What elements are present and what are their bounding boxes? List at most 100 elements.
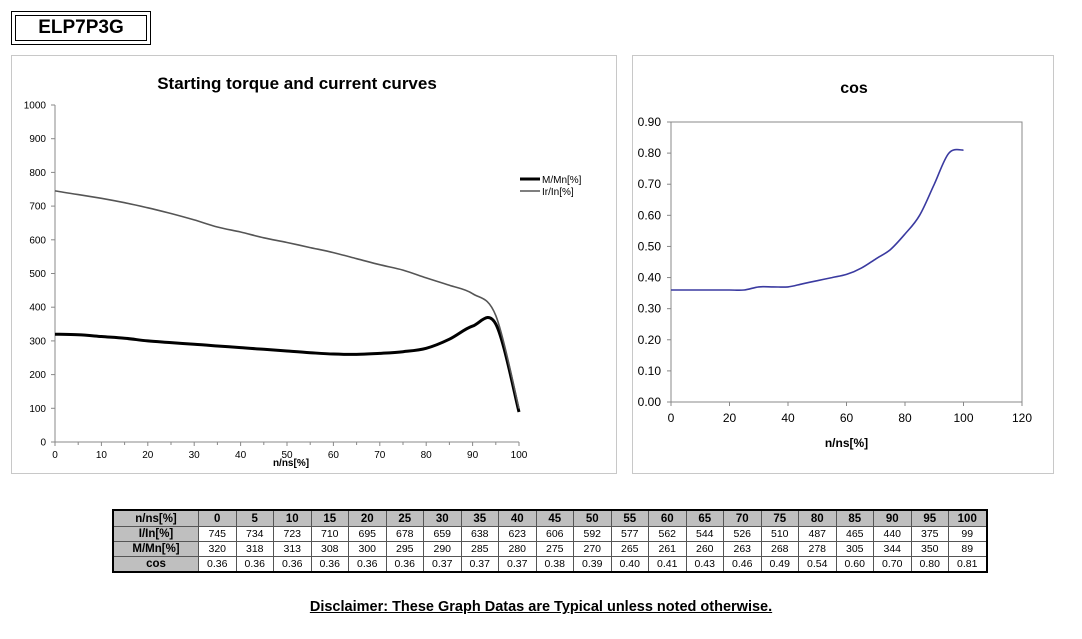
table-cell: 263 (723, 541, 762, 557)
data-table: n/ns[%] 0 5 10 15 20 25 30 35 40 45 50 55 60 65 70 75 80 8… (112, 509, 988, 573)
table-cell: 270 (573, 541, 612, 557)
x-tick-label: 60 (840, 411, 854, 425)
table-cell: 734 (235, 526, 274, 542)
table-cell: 275 (535, 541, 574, 557)
table-cell: 261 (648, 541, 687, 557)
table-cell: 0.43 (685, 556, 724, 573)
table-cell: 344 (873, 541, 912, 557)
x-tick-label: 20 (723, 411, 737, 425)
x-tick-label: 90 (467, 450, 479, 461)
table-header-label: n/ns[%] (112, 509, 199, 527)
table-header-cell: 45 (535, 509, 574, 527)
y-tick-label: 800 (29, 168, 46, 179)
table-header-cell: 30 (423, 509, 462, 527)
table-cell: 577 (610, 526, 649, 542)
x-axis-label: n/ns[%] (825, 436, 868, 450)
table-header-cell: 75 (760, 509, 799, 527)
table-cell: 320 (198, 541, 237, 557)
x-tick-label: 0 (52, 450, 58, 461)
model-title: ELP7P3G (11, 11, 151, 45)
x-tick-label: 0 (668, 411, 675, 425)
y-tick-label: 0.00 (638, 395, 662, 409)
table-row: cos 0.36 0.36 0.36 0.36 0.36 0.36 0.37 0.37 0.37 0… (112, 556, 987, 573)
table-cell: 0.81 (948, 556, 987, 573)
table-cell: 285 (460, 541, 499, 557)
table-cell: 659 (423, 526, 462, 542)
cos-chart-panel: cos 0.00 0.10 0.20 0.30 0.40 0.50 0.60 0.70 0.80 0… (632, 55, 1054, 474)
table-cell: 0.38 (535, 556, 574, 573)
table-cell: 0.37 (423, 556, 462, 573)
table-header-cell: 35 (460, 509, 499, 527)
table-cell: 0.36 (385, 556, 424, 573)
table-cell: 278 (798, 541, 837, 557)
table-header-cell: 70 (723, 509, 762, 527)
table-row-label: cos (112, 556, 199, 573)
table-cell: 710 (310, 526, 349, 542)
table-cell: 723 (273, 526, 312, 542)
y-tick-label: 1000 (24, 101, 47, 112)
x-tick-label: 50 (281, 450, 293, 461)
legend-label: Ir/In[%] (542, 187, 574, 198)
x-tick-label: 40 (235, 450, 247, 461)
table-cell: 0.80 (910, 556, 949, 573)
table-header-cell: 100 (948, 509, 987, 527)
x-tick-label: 80 (421, 450, 433, 461)
table-row: I/In[%] 745 734 723 710 695 678 659 638 623 606 592… (112, 526, 987, 542)
table-cell: 562 (648, 526, 687, 542)
x-tick-label: 120 (1012, 411, 1032, 425)
table-cell: 487 (798, 526, 837, 542)
y-tick-label: 200 (29, 370, 46, 381)
table-cell: 0.70 (873, 556, 912, 573)
x-tick-label: 70 (374, 450, 386, 461)
table-cell: 308 (310, 541, 349, 557)
table-cell: 0.41 (648, 556, 687, 573)
table-cell: 623 (498, 526, 537, 542)
y-tick-label: 400 (29, 303, 46, 314)
table-cell: 0.54 (798, 556, 837, 573)
table-cell: 0.39 (573, 556, 612, 573)
y-tick-label: 0.80 (638, 146, 662, 160)
legend-label: M/Mn[%] (542, 175, 582, 186)
y-tick-label: 0.40 (638, 271, 662, 285)
table-header-cell: 5 (235, 509, 274, 527)
table-cell: 465 (835, 526, 874, 542)
table-row-label: I/In[%] (112, 526, 199, 542)
table-cell: 305 (835, 541, 874, 557)
table-cell: 0.60 (835, 556, 874, 573)
table-header-cell: 10 (273, 509, 312, 527)
series-line-current (54, 190, 520, 409)
table-cell: 350 (910, 541, 949, 557)
table-cell: 0.40 (610, 556, 649, 573)
table-cell: 638 (460, 526, 499, 542)
series-line-torque (54, 316, 521, 413)
table-header-cell: 20 (348, 509, 387, 527)
series-line-cos (671, 148, 964, 292)
table-cell: 260 (685, 541, 724, 557)
table-row: M/Mn[%] 320 318 313 308 300 295 290 285 280 275 270… (112, 541, 987, 557)
table-cell: 0.46 (723, 556, 762, 573)
chart-title: Starting torque and current curves (157, 74, 437, 93)
torque-current-chart-panel: Starting torque and current curves 0 100 20… (11, 55, 617, 474)
y-tick-label: 0.50 (638, 239, 662, 253)
y-tick-label: 900 (29, 134, 46, 145)
y-tick-label: 0.10 (638, 364, 662, 378)
disclaimer: Disclaimer: These Graph Datas are Typica… (309, 599, 773, 615)
table-cell: 678 (385, 526, 424, 542)
y-tick-label: 700 (29, 202, 46, 213)
y-tick-label: 0.90 (638, 115, 662, 129)
plot-area-border (670, 121, 1023, 403)
table-header-cell: 50 (573, 509, 612, 527)
chart-title: cos (840, 80, 868, 97)
table-cell: 0.36 (198, 556, 237, 573)
data-table-wrapper: n/ns[%] 0 5 10 15 20 25 30 35 40 45 50 55 60 65 70 75 80 8… (112, 509, 988, 573)
table-cell: 0.36 (348, 556, 387, 573)
table-header-cell: 55 (610, 509, 649, 527)
y-tick-label: 100 (29, 404, 46, 415)
table-cell: 592 (573, 526, 612, 542)
x-tick-label: 40 (781, 411, 795, 425)
y-tick-label: 0 (40, 438, 46, 449)
x-tick-label: 100 (953, 411, 973, 425)
table-cell: 0.36 (310, 556, 349, 573)
table-header-cell: 40 (498, 509, 537, 527)
table-header-cell: 90 (873, 509, 912, 527)
